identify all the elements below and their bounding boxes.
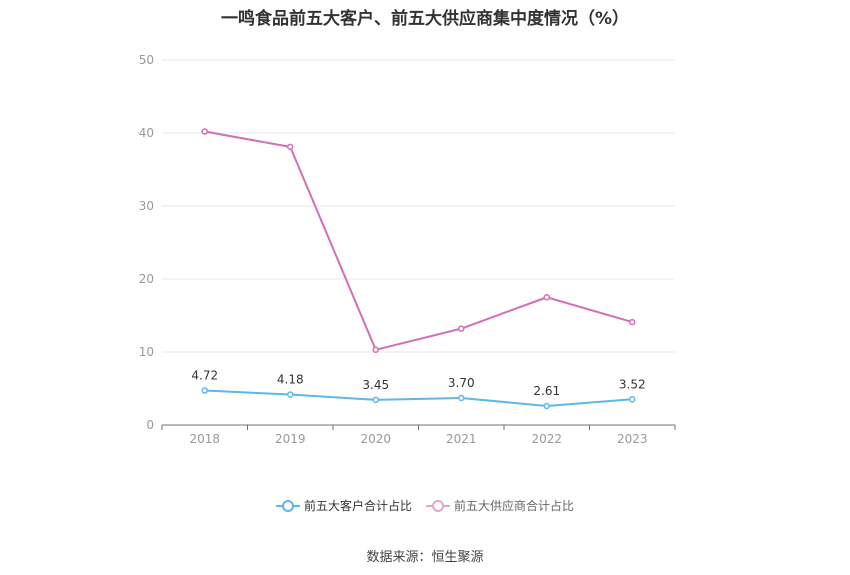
x-tick-label: 2023 (617, 432, 648, 446)
y-tick-label: 40 (139, 126, 154, 140)
data-point (458, 394, 465, 402)
data-label: 3.45 (362, 378, 389, 392)
data-point (287, 143, 294, 151)
y-tick-label: 30 (139, 199, 154, 213)
data-point (287, 391, 294, 398)
data-point (458, 325, 465, 332)
x-tick-label: 2020 (360, 432, 391, 446)
x-tick-label: 2022 (531, 432, 562, 446)
legend: 前五大客户合计占比 前五大供应商合计占比 (0, 497, 850, 514)
series-line-1 (204, 130, 633, 351)
y-tick-label: 0 (146, 418, 154, 432)
data-point (201, 128, 208, 135)
legend-line-circle-icon (426, 499, 450, 512)
y-tick-label: 50 (139, 53, 154, 67)
data-point (629, 318, 636, 326)
y-tick-label: 20 (139, 272, 154, 286)
legend-item-suppliers[interactable]: 前五大供应商合计占比 (426, 497, 574, 514)
data-point (372, 396, 379, 404)
axes: 0 10 20 30 40 50 2018 2019 2020 2021 2022 2023 (139, 53, 676, 446)
data-label: 4.18 (277, 372, 304, 386)
x-tick-label: 2021 (446, 432, 477, 446)
data-point (201, 387, 208, 394)
data-point (629, 396, 636, 403)
legend-label-suppliers: 前五大供应商合计占比 (454, 499, 575, 513)
data-point (543, 402, 550, 410)
data-point (372, 346, 379, 354)
data-source-note: 数据来源：恒生聚源 (366, 550, 484, 565)
series-line-0 (204, 389, 633, 407)
legend-line-circle-icon (275, 499, 300, 512)
legend-item-customers[interactable]: 前五大客户合计占比 (275, 497, 412, 514)
y-tick-label: 10 (139, 345, 154, 359)
data-label: 3.52 (619, 377, 646, 391)
grid-lines (162, 59, 675, 353)
data-labels: 4.72 4.18 3.45 3.70 2.61 3.52 (191, 369, 645, 398)
legend-label-customers: 前五大客户合计占比 (303, 499, 412, 513)
x-tick-label: 2018 (189, 432, 220, 446)
chart-title: 一鸣食品前五大客户、前五大供应商集中度情况（%） (220, 9, 630, 29)
series-lines (201, 128, 636, 410)
data-label: 3.70 (448, 376, 475, 390)
data-label: 4.72 (191, 369, 218, 383)
data-label: 2.61 (533, 384, 560, 398)
x-tick-label: 2019 (275, 432, 306, 446)
data-point (543, 294, 550, 301)
